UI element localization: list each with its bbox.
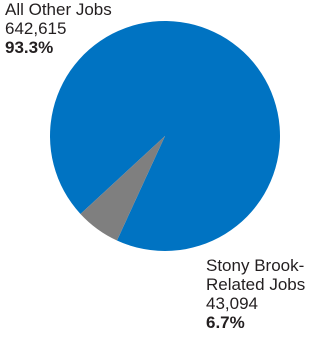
slice-value-stony-brook-related-jobs: 43,094	[206, 294, 258, 313]
slice-percent-stony-brook-related-jobs: 6.7%	[206, 313, 245, 332]
pie-slice-all-other-jobs	[50, 21, 281, 252]
slice-percent-all-other-jobs: 93.3%	[5, 38, 54, 57]
slice-value-all-other-jobs: 642,615	[5, 19, 67, 38]
slice-name-line1-stony-brook: Stony Brook-	[206, 256, 305, 275]
slice-label-all-other-jobs: All Other Jobs 642,615 93.3%	[5, 0, 112, 57]
slice-label-stony-brook-related-jobs: Stony Brook- Related Jobs 43,094 6.7%	[206, 256, 305, 332]
pie-slice-stony-brook-related-jobs	[80, 136, 165, 241]
slice-name-all-other-jobs: All Other Jobs	[5, 0, 112, 19]
slice-name-line2-related-jobs: Related Jobs	[206, 275, 306, 294]
